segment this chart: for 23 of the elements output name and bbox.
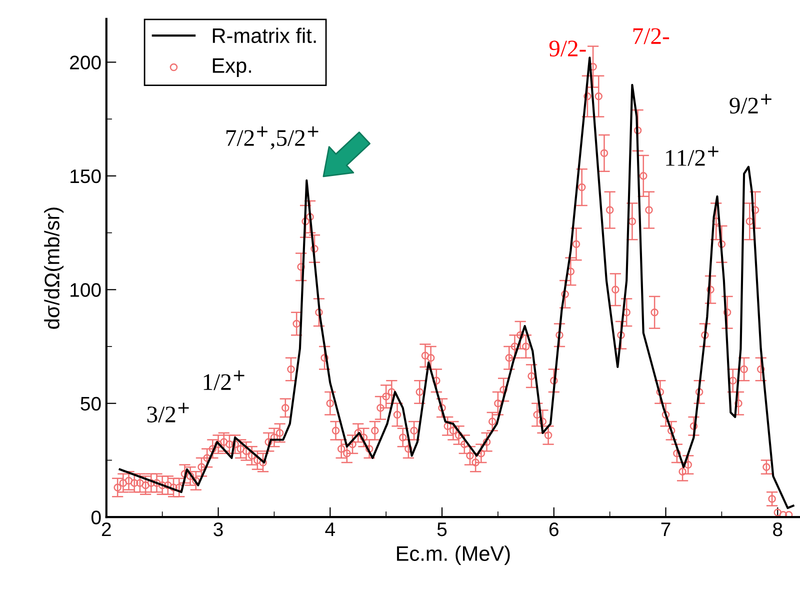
- annotation: 3/2$^{+}$: [147, 402, 189, 422]
- y-tick-label: 100: [70, 283, 101, 297]
- y-tick-label: 150: [70, 169, 101, 184]
- annotation: 11/2$^{+}$: [666, 146, 718, 166]
- x-tick-label: 8: [773, 522, 782, 536]
- y-tick-label: 50: [80, 396, 101, 411]
- annotation: 9/2$^{+}$: [730, 94, 772, 114]
- legend-label: R-matrix fit.: [212, 28, 316, 44]
- y-axis-title: dσ/dΩ(mb/sr): [44, 208, 64, 329]
- annotation: 7/2-: [633, 28, 670, 44]
- legend-label: Exp.: [212, 58, 252, 78]
- annotation: 7/2$^{+}$,5/2$^{+}$: [226, 126, 318, 150]
- y-tick-label: 0: [91, 510, 101, 524]
- annotation: 1/2$^{+}$: [204, 370, 244, 390]
- x-axis-title: Ec.m. (MeV): [397, 546, 510, 566]
- x-tick-label: 5: [437, 522, 447, 536]
- annotation: 9/2-: [549, 40, 586, 57]
- y-tick-label: 200: [70, 56, 101, 70]
- x-tick-label: 7: [661, 522, 670, 536]
- x-tick-label: 6: [549, 522, 558, 536]
- x-tick-label: 4: [325, 522, 335, 536]
- x-tick-label: 2: [102, 522, 111, 536]
- x-tick-label: 3: [214, 522, 223, 536]
